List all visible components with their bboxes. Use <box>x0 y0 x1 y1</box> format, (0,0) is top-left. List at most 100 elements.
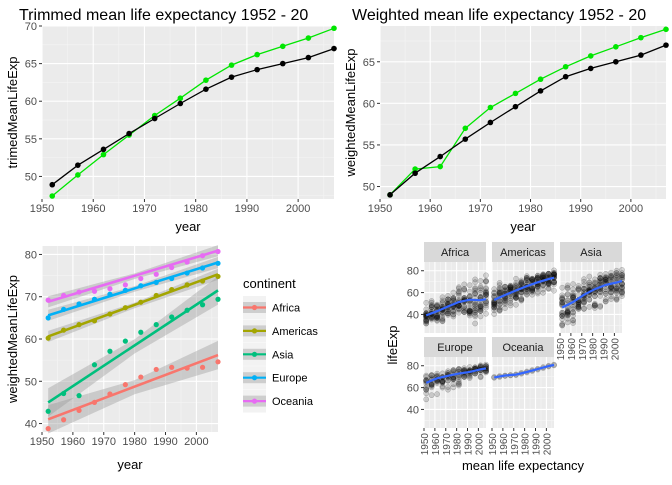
data-point <box>575 285 582 291</box>
data-point <box>559 311 565 318</box>
data-point <box>619 293 625 299</box>
data-point <box>450 311 457 318</box>
data-point <box>586 304 593 310</box>
data-point <box>254 51 260 58</box>
data-point <box>545 270 552 277</box>
data-point <box>461 365 468 371</box>
data-point <box>537 76 544 83</box>
data-point <box>439 384 446 391</box>
facet-strip <box>424 242 486 262</box>
smooth-line <box>425 298 487 317</box>
data-point <box>551 279 557 286</box>
data-point <box>613 275 620 282</box>
data-point <box>122 287 128 293</box>
data-point <box>602 274 609 281</box>
data-point <box>91 362 98 368</box>
data-point <box>502 299 508 306</box>
data-point <box>518 280 525 287</box>
data-point <box>169 275 175 282</box>
data-point <box>592 276 598 283</box>
data-point <box>597 275 604 281</box>
data-point <box>540 282 546 289</box>
data-point <box>619 272 625 278</box>
data-point <box>529 277 536 283</box>
data-point <box>502 305 508 311</box>
data-point <box>551 272 557 278</box>
data-point <box>456 289 462 296</box>
continent-trend-chart: 1950 1960 1970 1980 1990 2000 40 50 60 70 80 year we… <box>5 245 318 472</box>
data-point <box>477 285 484 291</box>
smooth-line <box>493 276 555 301</box>
data-point <box>507 284 514 291</box>
data-point <box>483 300 489 307</box>
trend-line <box>47 289 219 404</box>
legend-label: Americas <box>272 326 318 338</box>
data-point <box>592 305 598 311</box>
data-point <box>513 295 519 301</box>
data-point <box>559 296 565 303</box>
data-point <box>122 338 128 344</box>
data-point <box>45 297 51 303</box>
data-point <box>613 270 620 276</box>
data-point <box>477 301 484 308</box>
data-point <box>477 304 484 310</box>
data-point <box>445 308 451 314</box>
data-point <box>513 275 519 282</box>
data-point <box>602 286 609 293</box>
data-point <box>570 309 576 316</box>
chart-title: Trimmed mean life expectancy 1952 - 20 <box>19 7 308 24</box>
data-point <box>107 391 113 397</box>
data-point <box>529 288 536 295</box>
facet-africa: Africa 40 60 80 <box>407 242 489 333</box>
data-point <box>466 307 473 314</box>
data-point <box>445 378 451 384</box>
weighted-mean-chart: 1950 1960 1970 1980 1990 2000 50 55 60 65 Weighted… <box>343 7 669 234</box>
data-point <box>472 320 478 327</box>
data-point <box>513 294 519 301</box>
data-point <box>428 372 435 379</box>
data-point <box>592 300 598 307</box>
data-point <box>559 309 565 316</box>
data-point <box>575 304 582 311</box>
data-point <box>619 289 625 296</box>
data-point <box>570 317 576 323</box>
data-point <box>518 296 525 302</box>
data-point <box>477 305 484 312</box>
data-point <box>461 286 468 292</box>
y-tick-label: 80 <box>407 266 419 278</box>
data-point <box>597 303 604 309</box>
data-point <box>423 299 429 306</box>
data-point <box>423 317 429 324</box>
data-point <box>483 292 489 299</box>
data-point <box>551 287 557 294</box>
data-point <box>483 279 489 285</box>
data-point <box>613 285 620 292</box>
data-point <box>534 290 541 297</box>
data-point <box>496 289 503 296</box>
data-point <box>477 308 484 314</box>
data-point <box>450 376 457 382</box>
data-point <box>439 378 446 384</box>
data-point <box>496 306 503 313</box>
data-point <box>91 288 98 294</box>
data-point <box>534 272 541 279</box>
data-point <box>487 119 494 126</box>
x-tick-label: 1950 <box>556 338 567 361</box>
data-point <box>428 298 435 304</box>
data-point <box>529 277 536 284</box>
data-point <box>608 296 614 302</box>
data-point <box>524 277 530 283</box>
data-point <box>456 380 462 387</box>
data-point <box>472 301 478 308</box>
data-point <box>559 292 565 298</box>
data-point <box>586 279 593 286</box>
data-point <box>602 275 609 281</box>
data-point <box>559 316 565 322</box>
data-point <box>529 275 536 282</box>
y-tick-label: 50 <box>363 182 375 194</box>
data-point <box>445 310 451 316</box>
x-tick-label: 1950 <box>30 436 54 448</box>
data-point <box>518 279 525 285</box>
data-point <box>602 276 609 283</box>
data-point <box>570 292 576 298</box>
